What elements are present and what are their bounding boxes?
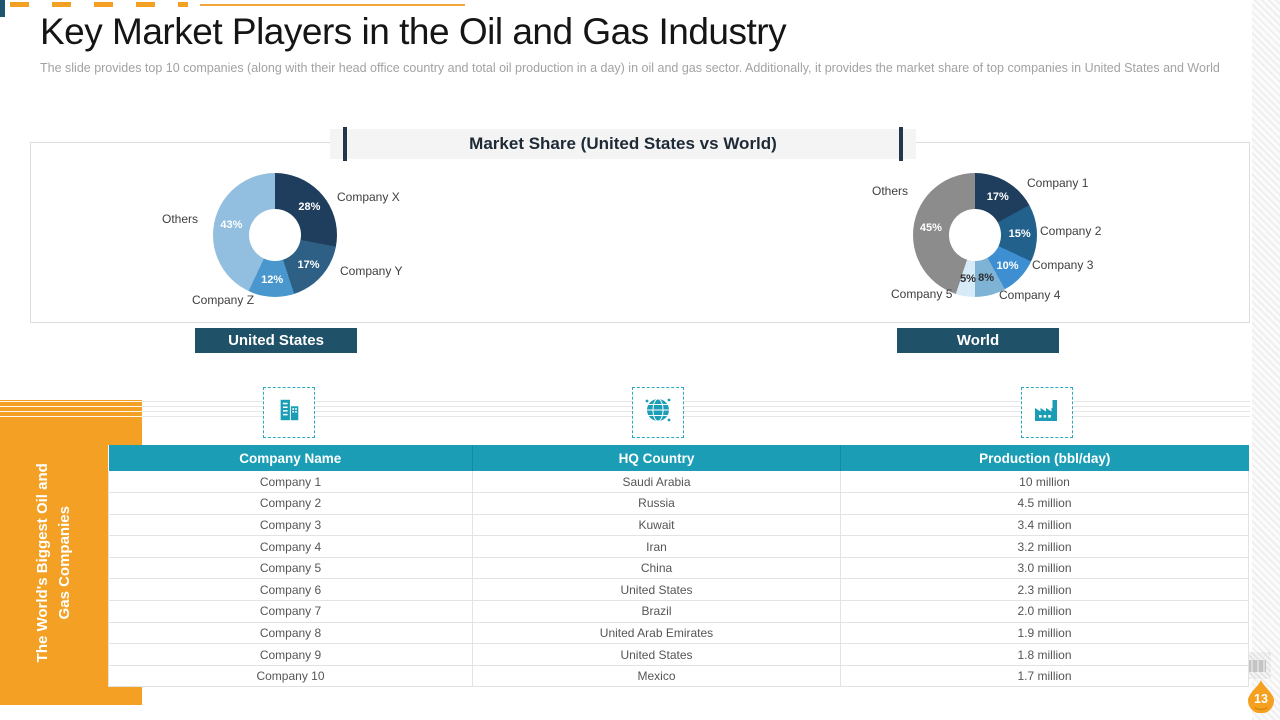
world-badge: World — [897, 328, 1059, 353]
table-cell: 3.0 million — [840, 557, 1249, 580]
donut-hole — [249, 209, 301, 261]
table-cell: 1.7 million — [840, 665, 1249, 688]
companies-table: Company Name HQ Country Production (bbl/… — [108, 445, 1249, 688]
table-cell: Company 3 — [108, 514, 473, 537]
table-cell: China — [472, 557, 841, 580]
donut-percent-label: 15% — [1008, 227, 1031, 240]
slice-label: Company 1 — [1027, 176, 1089, 190]
donut-percent-label: 43% — [220, 219, 243, 232]
donut-percent-label: 12% — [261, 273, 284, 286]
table-cell: 2.0 million — [840, 600, 1249, 623]
table-row: Company 3 Kuwait 3.4 million — [108, 514, 1249, 537]
table-row: Company 6 United States 2.3 million — [108, 578, 1249, 602]
table-cell: 3.4 million — [840, 514, 1249, 537]
header-end-bar-left — [343, 127, 347, 161]
table-cell: Company 7 — [108, 600, 473, 623]
sidebar-pinstripes — [0, 401, 142, 418]
slice-label: Company 4 — [999, 288, 1061, 302]
table-cell: Company 9 — [108, 643, 473, 666]
table-cell: Russia — [472, 492, 841, 515]
table-cell: Company 1 — [108, 471, 473, 494]
globe-icon — [643, 395, 673, 430]
table-header: Company Name HQ Country Production (bbl/… — [108, 445, 1249, 471]
donut-percent-label: 17% — [986, 190, 1009, 203]
slice-label: Company X — [337, 190, 400, 204]
table-cell: Company 8 — [108, 622, 473, 645]
production-column-icon-box — [1021, 387, 1073, 438]
table-cell: 4.5 million — [840, 492, 1249, 515]
page-number-drop: 13 — [1246, 679, 1276, 713]
table-row: Company 9 United States 1.8 million — [108, 643, 1249, 666]
slice-label: Company 2 — [1040, 224, 1102, 238]
table-cell: Company 4 — [108, 535, 473, 558]
column-header-production: Production (bbl/day) — [840, 445, 1249, 471]
table-cell: United States — [472, 643, 841, 666]
sidebar-vertical-title: The World's Biggest Oil and Gas Companie… — [33, 462, 72, 663]
table-row: Company 8 United Arab Emirates 1.9 million — [108, 622, 1249, 645]
donut-percent-label: 10% — [996, 259, 1019, 272]
donut-percent-label: 17% — [297, 258, 320, 271]
hq-column-icon-box — [632, 387, 684, 438]
slice-label: Others — [872, 184, 909, 198]
table-cell: Brazil — [472, 600, 841, 623]
corner-accent-bar — [0, 0, 5, 17]
slice-label: Company 5 — [891, 287, 953, 301]
donut-hole — [949, 209, 1001, 261]
table-row: Company 5 China 3.0 million — [108, 557, 1249, 580]
right-edge-hatch-pattern — [1252, 0, 1280, 720]
table-row: Company 2 Russia 4.5 million — [108, 492, 1249, 515]
table-cell: Company 5 — [108, 557, 473, 580]
table-cell: 3.2 million — [840, 535, 1249, 558]
market-share-header: Market Share (United States vs World) — [330, 127, 916, 161]
page-number: 13 — [1254, 692, 1268, 706]
table-row: Company 7 Brazil 2.0 million — [108, 600, 1249, 623]
slice-label: Company Y — [340, 264, 403, 278]
column-header-hq-country: HQ Country — [472, 445, 841, 471]
donut-percent-label: 28% — [298, 200, 321, 213]
table-cell: 2.3 million — [840, 578, 1249, 602]
slice-label: Company Z — [192, 293, 255, 307]
donut-chart-world: 17% 15% 10% 8% 5% 45% — [913, 173, 1037, 297]
table-cell: United Arab Emirates — [472, 622, 841, 645]
table-cell: Iran — [472, 535, 841, 558]
page-subtitle: The slide provides top 10 companies (alo… — [40, 61, 1220, 75]
table-cell: Saudi Arabia — [472, 471, 841, 494]
factory-icon — [1032, 397, 1062, 428]
top-dashed-accent — [10, 2, 188, 7]
donut-percent-label: 45% — [919, 222, 942, 235]
donut-percent-label: 8% — [978, 272, 995, 285]
table-cell: Company 6 — [108, 578, 473, 602]
market-share-header-label: Market Share (United States vs World) — [469, 134, 777, 153]
table-cell: 1.8 million — [840, 643, 1249, 666]
donut-chart-united-states: 28% 17% 12% 43% — [213, 173, 337, 297]
slice-label: Others — [162, 212, 199, 226]
table-row: Company 4 Iran 3.2 million — [108, 535, 1249, 558]
column-header-company-name: Company Name — [108, 445, 473, 471]
table-row: Company 1 Saudi Arabia 10 million — [108, 471, 1249, 494]
table-cell: Kuwait — [472, 514, 841, 537]
united-states-badge: United States — [195, 328, 357, 353]
donut-percent-label: 5% — [960, 273, 976, 286]
table-cell: 10 million — [840, 471, 1249, 494]
top-accent-line — [200, 4, 465, 6]
table-cell: 1.9 million — [840, 622, 1249, 645]
table-cell: United States — [472, 578, 841, 602]
table-cell: Mexico — [472, 665, 841, 688]
company-column-icon-box — [263, 387, 315, 438]
header-end-bar-right — [899, 127, 903, 161]
table-cell: Company 10 — [108, 665, 473, 688]
page-title: Key Market Players in the Oil and Gas In… — [40, 11, 787, 52]
slice-label: Company 3 — [1032, 258, 1094, 272]
table-row: Company 10 Mexico 1.7 million — [108, 665, 1249, 688]
table-cell: Company 2 — [108, 492, 473, 515]
building-icon — [276, 397, 302, 428]
